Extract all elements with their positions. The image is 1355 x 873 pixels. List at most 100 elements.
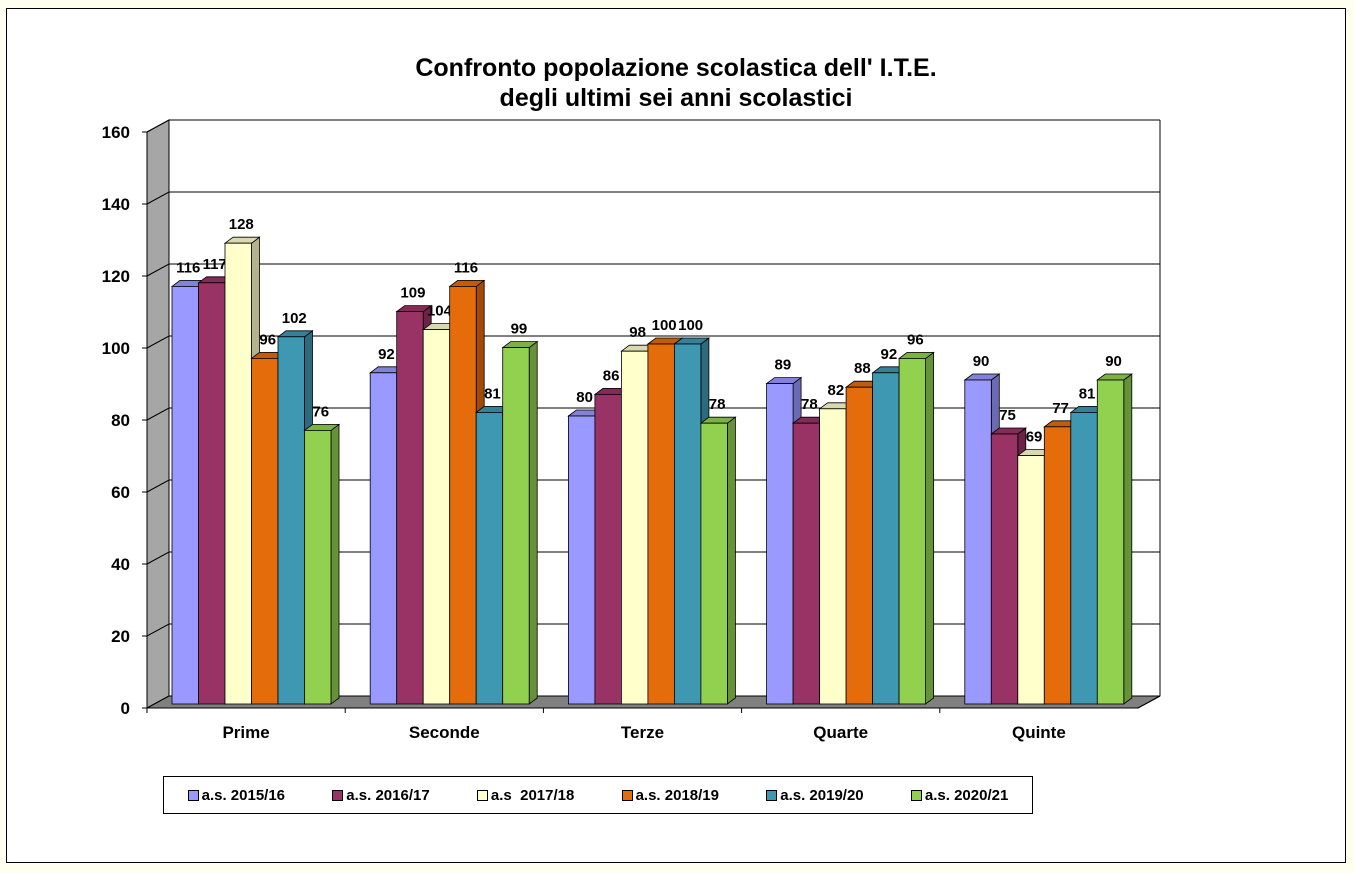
data-label: 102: [282, 310, 307, 327]
data-label: 90: [1105, 353, 1122, 370]
legend-label: a.s. 2019/20: [780, 786, 864, 804]
chart-title-line1: Confronto popolazione scolastica dell' I…: [415, 54, 937, 82]
legend-item: a.s. 2015/16: [187, 786, 286, 804]
bar: [792, 422, 820, 705]
legend-label: a.s. 2015/16: [201, 786, 286, 804]
data-label: 89: [775, 357, 792, 374]
bar: [647, 343, 675, 705]
bar-side: [330, 423, 340, 705]
legend-label: a.s 2017/18: [490, 786, 575, 804]
y-tick-label: 80: [111, 411, 130, 430]
x-tick-label: Terze: [621, 723, 664, 742]
data-label: 76: [312, 403, 329, 420]
data-label: 92: [881, 346, 898, 363]
bar: [568, 415, 596, 705]
x-tick-label: Prime: [222, 723, 269, 742]
legend-swatch: [621, 789, 633, 801]
bar: [990, 433, 1019, 705]
bar-side: [925, 351, 934, 705]
data-label: 92: [378, 346, 395, 363]
y-tick-label: 20: [111, 627, 130, 646]
bar-side: [1123, 373, 1133, 705]
y-tick-label: 60: [111, 483, 130, 502]
gridline: [146, 335, 1160, 349]
legend-swatch: [766, 789, 778, 801]
legend-label: a.s. 2020/21: [924, 786, 1009, 804]
data-label: 80: [576, 389, 593, 406]
data-label: 81: [484, 385, 501, 402]
data-label: 116: [454, 259, 478, 276]
bar: [224, 242, 252, 705]
data-label: 81: [1079, 385, 1096, 402]
x-tick-label: Quarte: [813, 723, 868, 742]
bar: [700, 422, 728, 705]
bar: [898, 357, 926, 705]
legend-item: a.s 2017/18: [476, 786, 575, 804]
bar-side: [727, 416, 736, 705]
bar: [964, 379, 992, 705]
data-label: 128: [229, 216, 254, 233]
gridline: [146, 191, 1160, 205]
data-label: 99: [511, 321, 528, 338]
chart-title-line2: degli ultimi sei anni scolastici: [499, 84, 853, 112]
data-label: 96: [259, 331, 276, 348]
data-label: 86: [603, 367, 620, 384]
data-label: 78: [709, 396, 726, 413]
bar: [396, 311, 424, 705]
bar: [251, 357, 279, 705]
data-label: 109: [400, 285, 425, 302]
bar: [171, 285, 199, 705]
legend-item: a.s. 2016/17: [332, 786, 430, 804]
bar: [502, 347, 530, 705]
floor-edge: [1137, 695, 1161, 709]
bar: [475, 411, 504, 705]
data-label: 90: [973, 353, 990, 370]
data-label: 88: [854, 360, 871, 377]
legend-swatch: [332, 789, 344, 801]
data-label: 96: [907, 331, 924, 348]
bar: [594, 393, 622, 705]
bar: [1096, 379, 1125, 705]
bar: [369, 372, 398, 705]
bar: [872, 372, 900, 705]
data-label: 77: [1052, 400, 1069, 417]
data-label: 116: [176, 259, 200, 276]
y-tick-label: 140: [102, 195, 130, 214]
bar: [1070, 411, 1098, 705]
data-label: 100: [652, 317, 677, 334]
bar: [819, 408, 847, 705]
data-label: 100: [678, 317, 703, 334]
bar: [621, 350, 649, 705]
gridline: [146, 263, 1160, 277]
bar: [304, 429, 332, 705]
gridline: [146, 119, 1160, 133]
legend-swatch: [187, 789, 199, 801]
data-label: 98: [629, 324, 646, 341]
legend-swatch: [476, 789, 488, 801]
bar: [449, 285, 477, 705]
y-tick-label: 0: [121, 699, 130, 718]
data-label: 69: [1026, 429, 1043, 446]
bar: [198, 282, 226, 705]
bar: [1017, 455, 1045, 705]
y-tick-label: 40: [111, 555, 130, 574]
legend-swatch: [910, 789, 922, 801]
y-tick-label: 120: [102, 267, 130, 286]
bar: [845, 386, 873, 705]
x-tick-label: Seconde: [409, 723, 480, 742]
data-label: 75: [999, 407, 1016, 424]
x-tick-label: Quinte: [1012, 723, 1066, 742]
bar: [1043, 426, 1072, 705]
bar: [422, 329, 451, 705]
legend-label: a.s. 2016/17: [346, 786, 430, 804]
legend-item: a.s. 2018/19: [621, 786, 719, 804]
bar-side: [528, 340, 538, 705]
legend: a.s. 2015/16 a.s. 2016/17 a.s 2017/18 a.s. …: [163, 776, 1033, 814]
bar: [277, 336, 305, 705]
data-label: 78: [801, 396, 818, 413]
legend-label: a.s. 2018/19: [635, 786, 719, 804]
y-tick-label: 160: [102, 123, 130, 142]
legend-item: a.s. 2020/21: [910, 786, 1009, 804]
y-tick-label: 100: [102, 339, 130, 358]
